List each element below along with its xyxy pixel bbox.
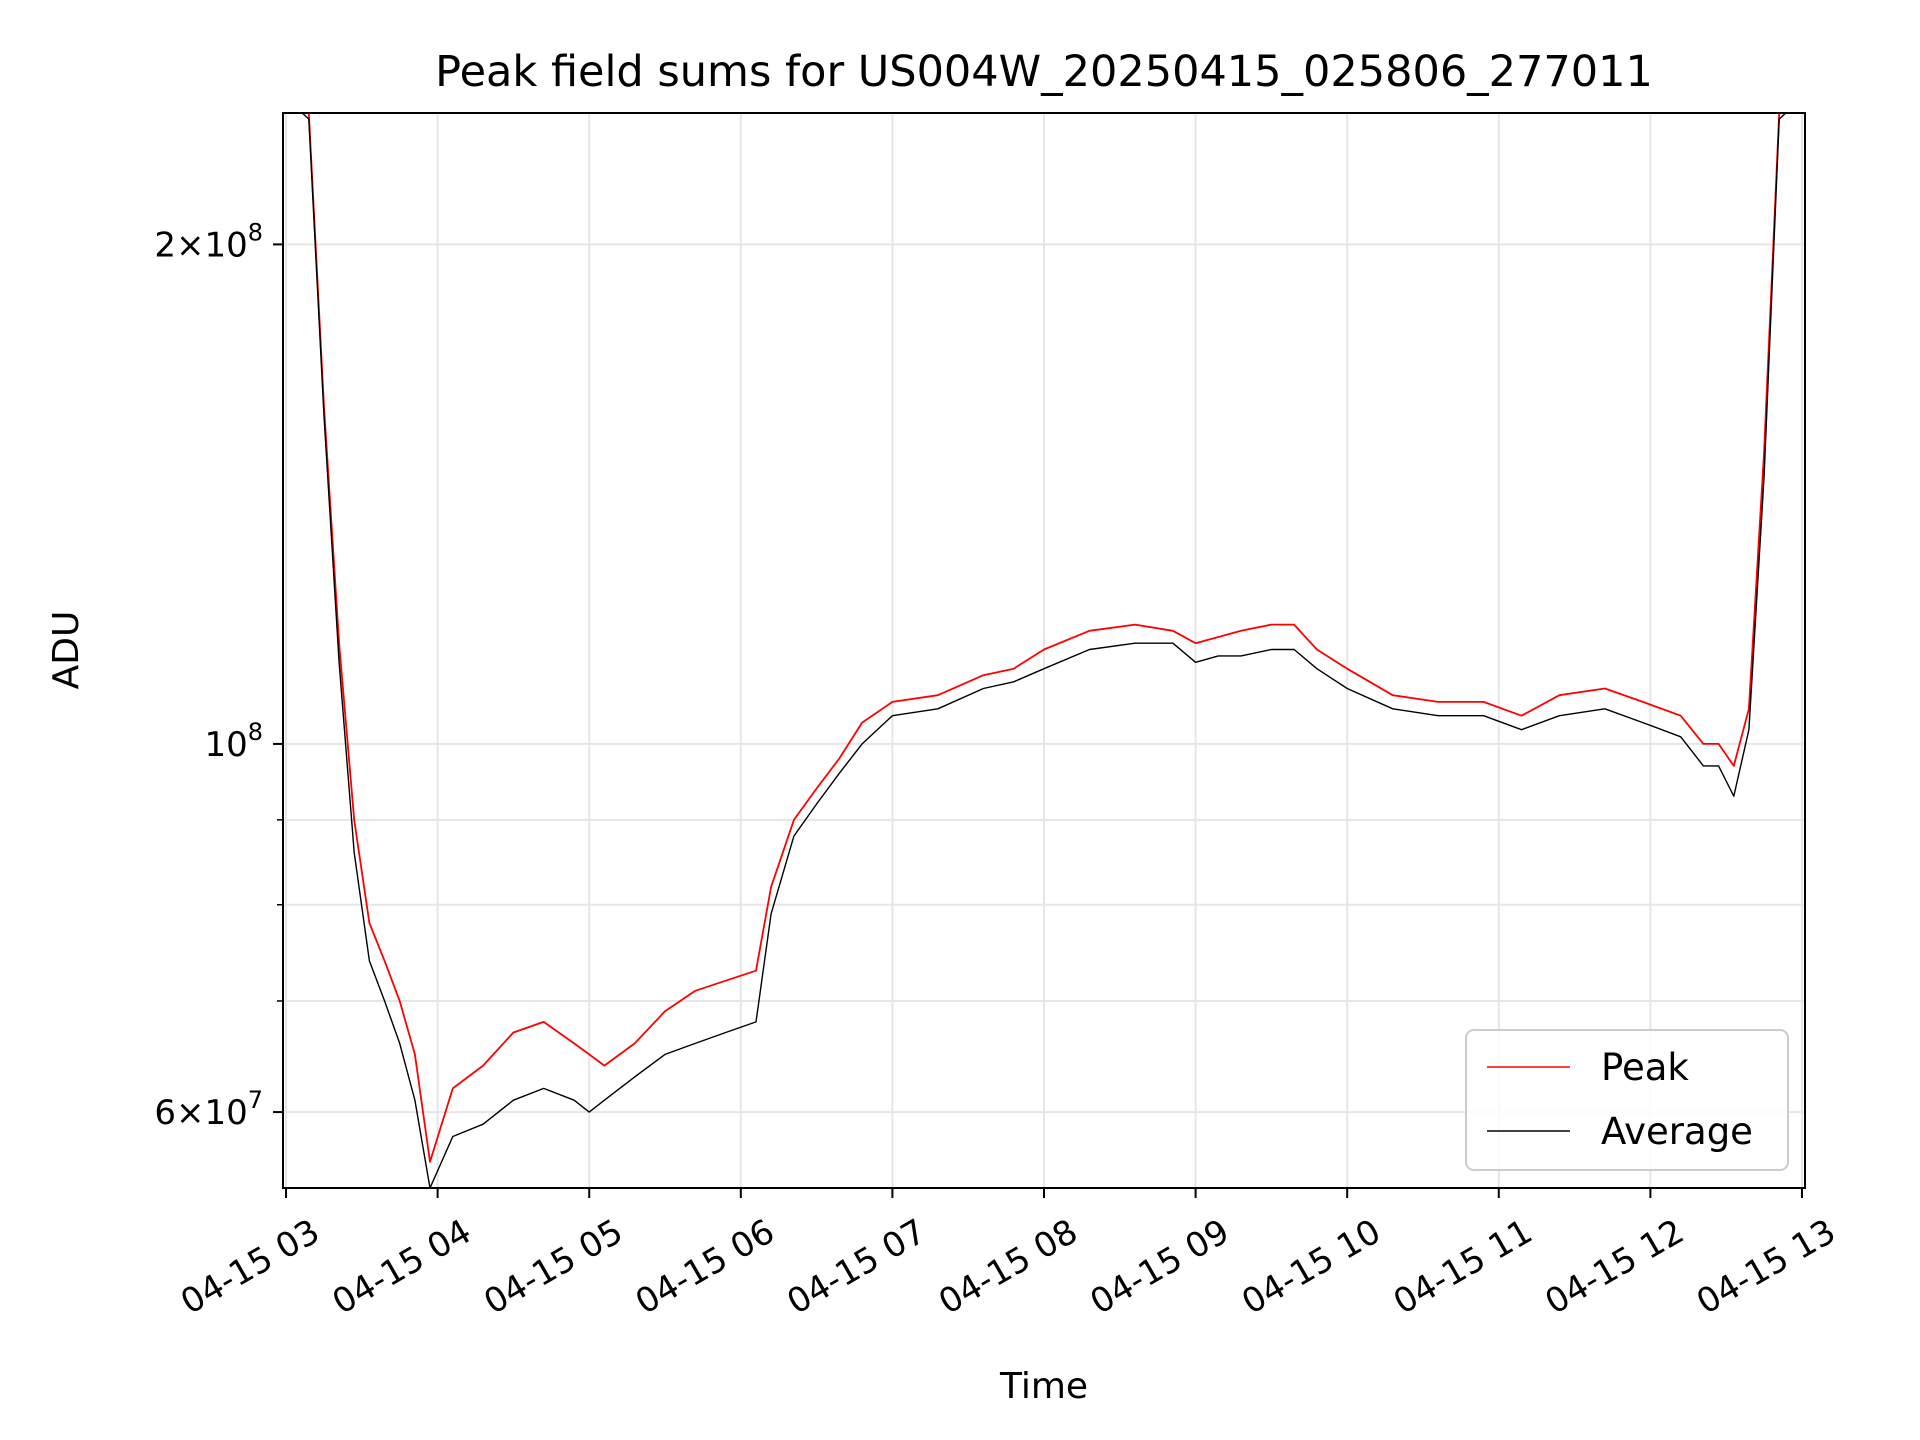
legend-label-peak: Peak	[1601, 1046, 1689, 1089]
legend: Peak Average	[1465, 1029, 1789, 1171]
legend-label-average: Average	[1601, 1110, 1753, 1153]
y-axis-ticks: 2×108 108 6×107	[154, 218, 283, 1133]
y-tick-label: 108	[204, 718, 263, 765]
series-line-average	[301, 113, 1787, 1188]
chart-title: Peak field sums for US004W_20250415_0258…	[435, 47, 1653, 97]
grid	[283, 113, 1805, 1188]
legend-box	[1465, 1029, 1789, 1171]
y-tick-label: 6×107	[154, 1086, 263, 1133]
series-line-peak	[307, 113, 1781, 1163]
y-axis-label: ADU	[46, 611, 87, 690]
y-tick-label: 2×108	[154, 218, 263, 265]
x-axis-label: Time	[999, 1366, 1088, 1407]
series-layer	[301, 113, 1787, 1188]
